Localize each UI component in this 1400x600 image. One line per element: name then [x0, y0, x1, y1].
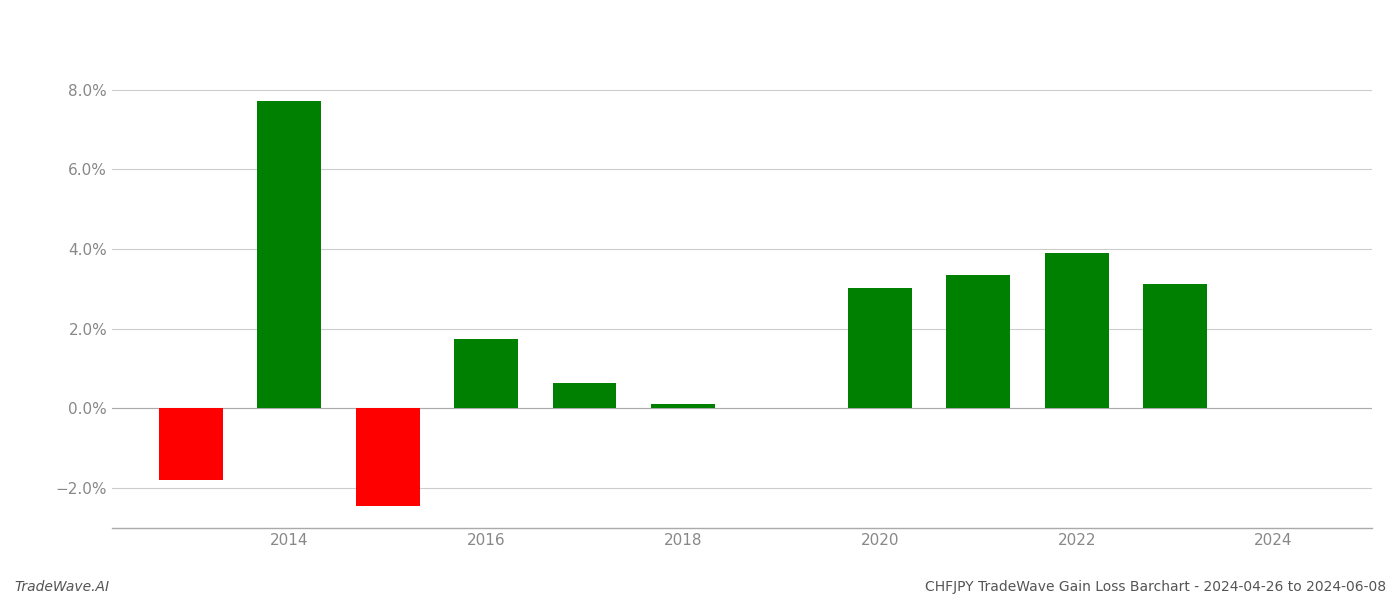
Bar: [553, 383, 616, 409]
Bar: [258, 101, 321, 409]
Bar: [454, 339, 518, 409]
Bar: [946, 275, 1011, 409]
Text: TradeWave.AI: TradeWave.AI: [14, 580, 109, 594]
Text: CHFJPY TradeWave Gain Loss Barchart - 2024-04-26 to 2024-06-08: CHFJPY TradeWave Gain Loss Barchart - 20…: [925, 580, 1386, 594]
Bar: [1044, 253, 1109, 409]
Bar: [848, 288, 911, 409]
Bar: [1144, 284, 1207, 409]
Bar: [158, 409, 223, 480]
Bar: [356, 409, 420, 506]
Bar: [651, 404, 715, 409]
